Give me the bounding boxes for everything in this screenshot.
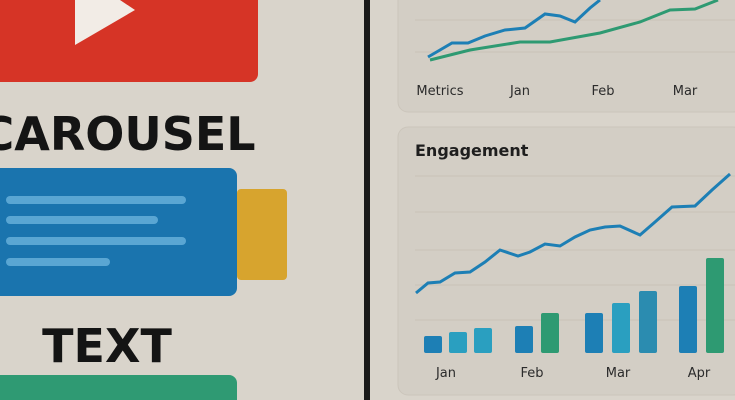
metrics-line-green (429, 0, 719, 62)
metrics-label: Feb (591, 84, 614, 99)
text-lines (6, 196, 186, 266)
metrics-card (397, 0, 735, 113)
engagement-label: Jan (435, 366, 456, 381)
green-block (0, 375, 237, 400)
metrics-label: Mar (673, 84, 698, 99)
engagement-bars (424, 258, 724, 353)
engagement-label: Mar (606, 366, 631, 381)
video-block[interactable] (0, 0, 258, 82)
carousel-heading: CAROUSEL (0, 107, 256, 161)
engagement-label: Feb (520, 366, 543, 381)
text-caption: TEXT (42, 319, 172, 373)
engagement-label: Apr (688, 366, 711, 381)
metrics-line-blue (427, 0, 601, 59)
metrics-label: Metrics (416, 84, 463, 99)
carousel-card[interactable] (0, 168, 237, 296)
play-icon (75, 0, 135, 45)
engagement-card (397, 126, 735, 396)
divider (364, 0, 370, 400)
engagement-title: Engagement (415, 141, 529, 160)
carousel-next[interactable] (237, 189, 287, 280)
engagement-line (415, 172, 731, 295)
metrics-label: Jan (509, 84, 530, 99)
